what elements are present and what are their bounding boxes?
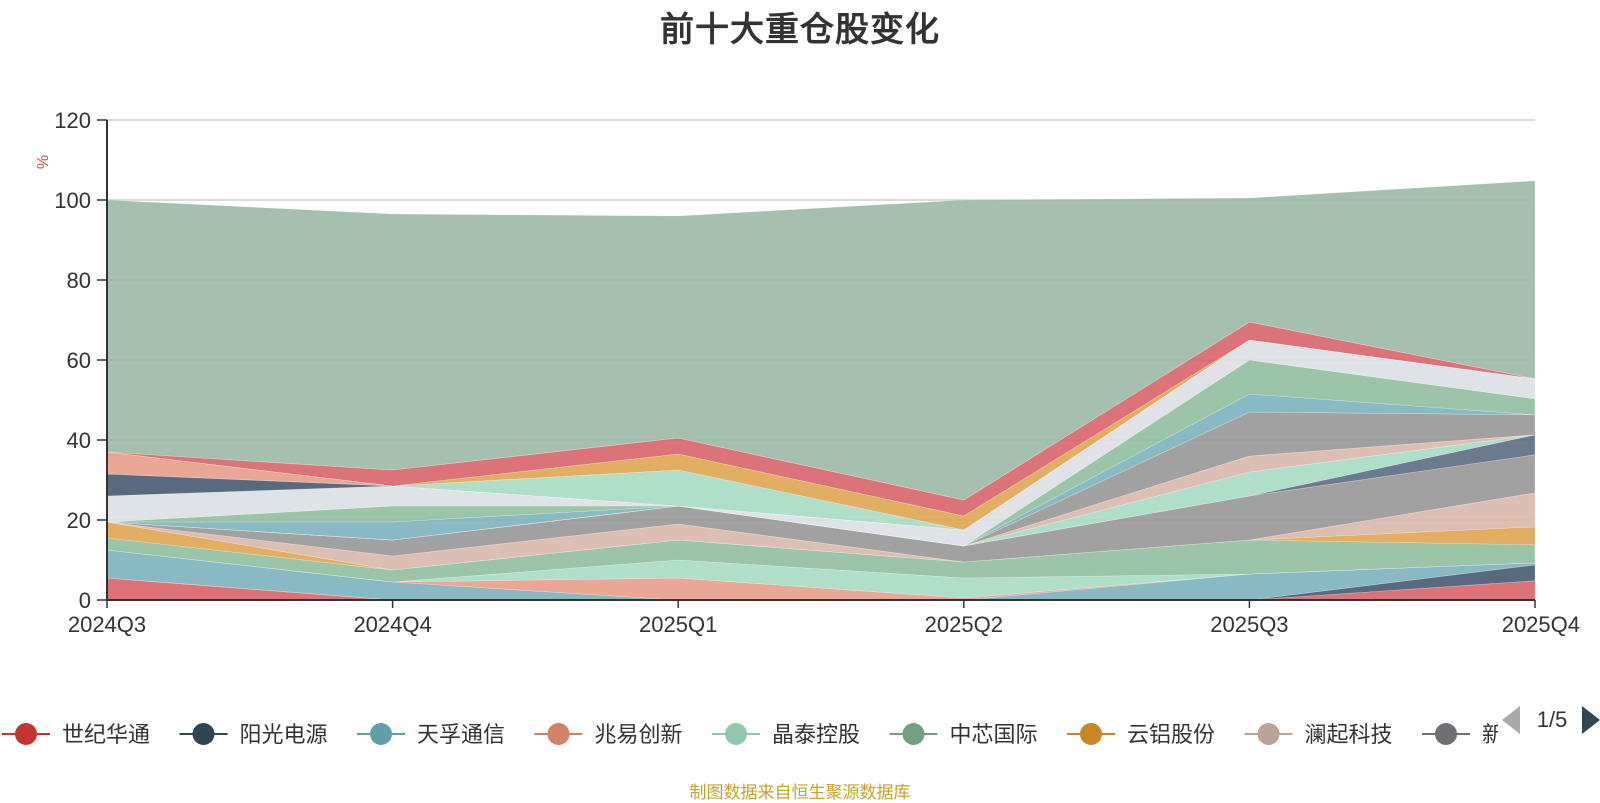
legend-item[interactable]: 云铝股份 [1067,722,1215,747]
legend-marker-icon [15,723,37,745]
y-tick-label: 60 [67,348,91,373]
area-layer [106,180,1536,601]
legend-item[interactable]: 晶泰控股 [712,722,860,747]
legend-next-icon[interactable] [1582,706,1600,734]
y-tick-label: 40 [67,428,91,453]
legend-label: 澜起科技 [1305,722,1393,747]
y-tick-label: 100 [54,188,91,213]
legend: 世纪华通 阳光电源 天孚通信 兆易创新 晶泰控股 中芯国际 云铝股份 澜起科技 新易盛 [2,722,1548,747]
legend-label: 新易盛 [1482,722,1548,747]
x-tick-label: 2024Q3 [68,612,146,637]
legend-marker-icon [725,723,747,745]
legend-label: 阳光电源 [240,722,328,747]
x-tick-label: 2025Q4 [1502,612,1580,637]
chart-title: 前十大重仓股变化 [660,11,940,49]
legend-page-indicator: 1/5 [1537,707,1568,732]
area-series-21 [106,180,1536,501]
legend-item[interactable]: 天孚通信 [357,722,505,747]
legend-label: 天孚通信 [417,722,505,747]
legend-label: 中芯国际 [950,722,1038,747]
y-tick-label: 20 [67,508,91,533]
legend-marker-icon [1435,723,1457,745]
legend-item[interactable]: 兆易创新 [534,722,683,747]
axis-layer: 0 20 40 60 80 100 120 2024Q3 2024Q4 2025Q1 2025Q2 2… [54,108,1580,637]
legend-item[interactable]: 新易盛 [1422,722,1548,747]
legend-marker-icon [1080,723,1102,745]
legend-marker-icon [547,723,570,745]
legend-label: 云铝股份 [1127,722,1215,747]
legend-marker-icon [370,723,392,745]
x-tick-label: 2025Q3 [1210,612,1288,637]
legend-marker-icon [192,723,215,745]
legend-item[interactable]: 阳光电源 [179,722,328,747]
legend-marker-icon [1257,723,1280,745]
y-tick-label: 80 [67,268,91,293]
x-tick-label: 2024Q4 [353,612,431,637]
x-tick-label: 2025Q1 [639,612,717,637]
legend-item[interactable]: 澜起科技 [1244,722,1393,747]
legend-label: 世纪华通 [62,722,150,747]
legend-label: 晶泰控股 [772,722,860,747]
legend-prev-icon[interactable] [1502,706,1520,734]
legend-label: 兆易创新 [595,722,683,747]
y-tick-label: 0 [79,588,91,613]
y-tick-label: 120 [54,108,91,133]
y-axis-unit-label: % [35,155,52,169]
legend-pager: 1/5 [1502,706,1600,734]
x-tick-label: 2025Q2 [925,612,1003,637]
legend-item[interactable]: 中芯国际 [889,722,1038,747]
legend-item[interactable]: 世纪华通 [2,722,150,747]
legend-marker-icon [902,723,925,745]
source-note: 制图数据来自恒生聚源数据库 [689,783,911,802]
